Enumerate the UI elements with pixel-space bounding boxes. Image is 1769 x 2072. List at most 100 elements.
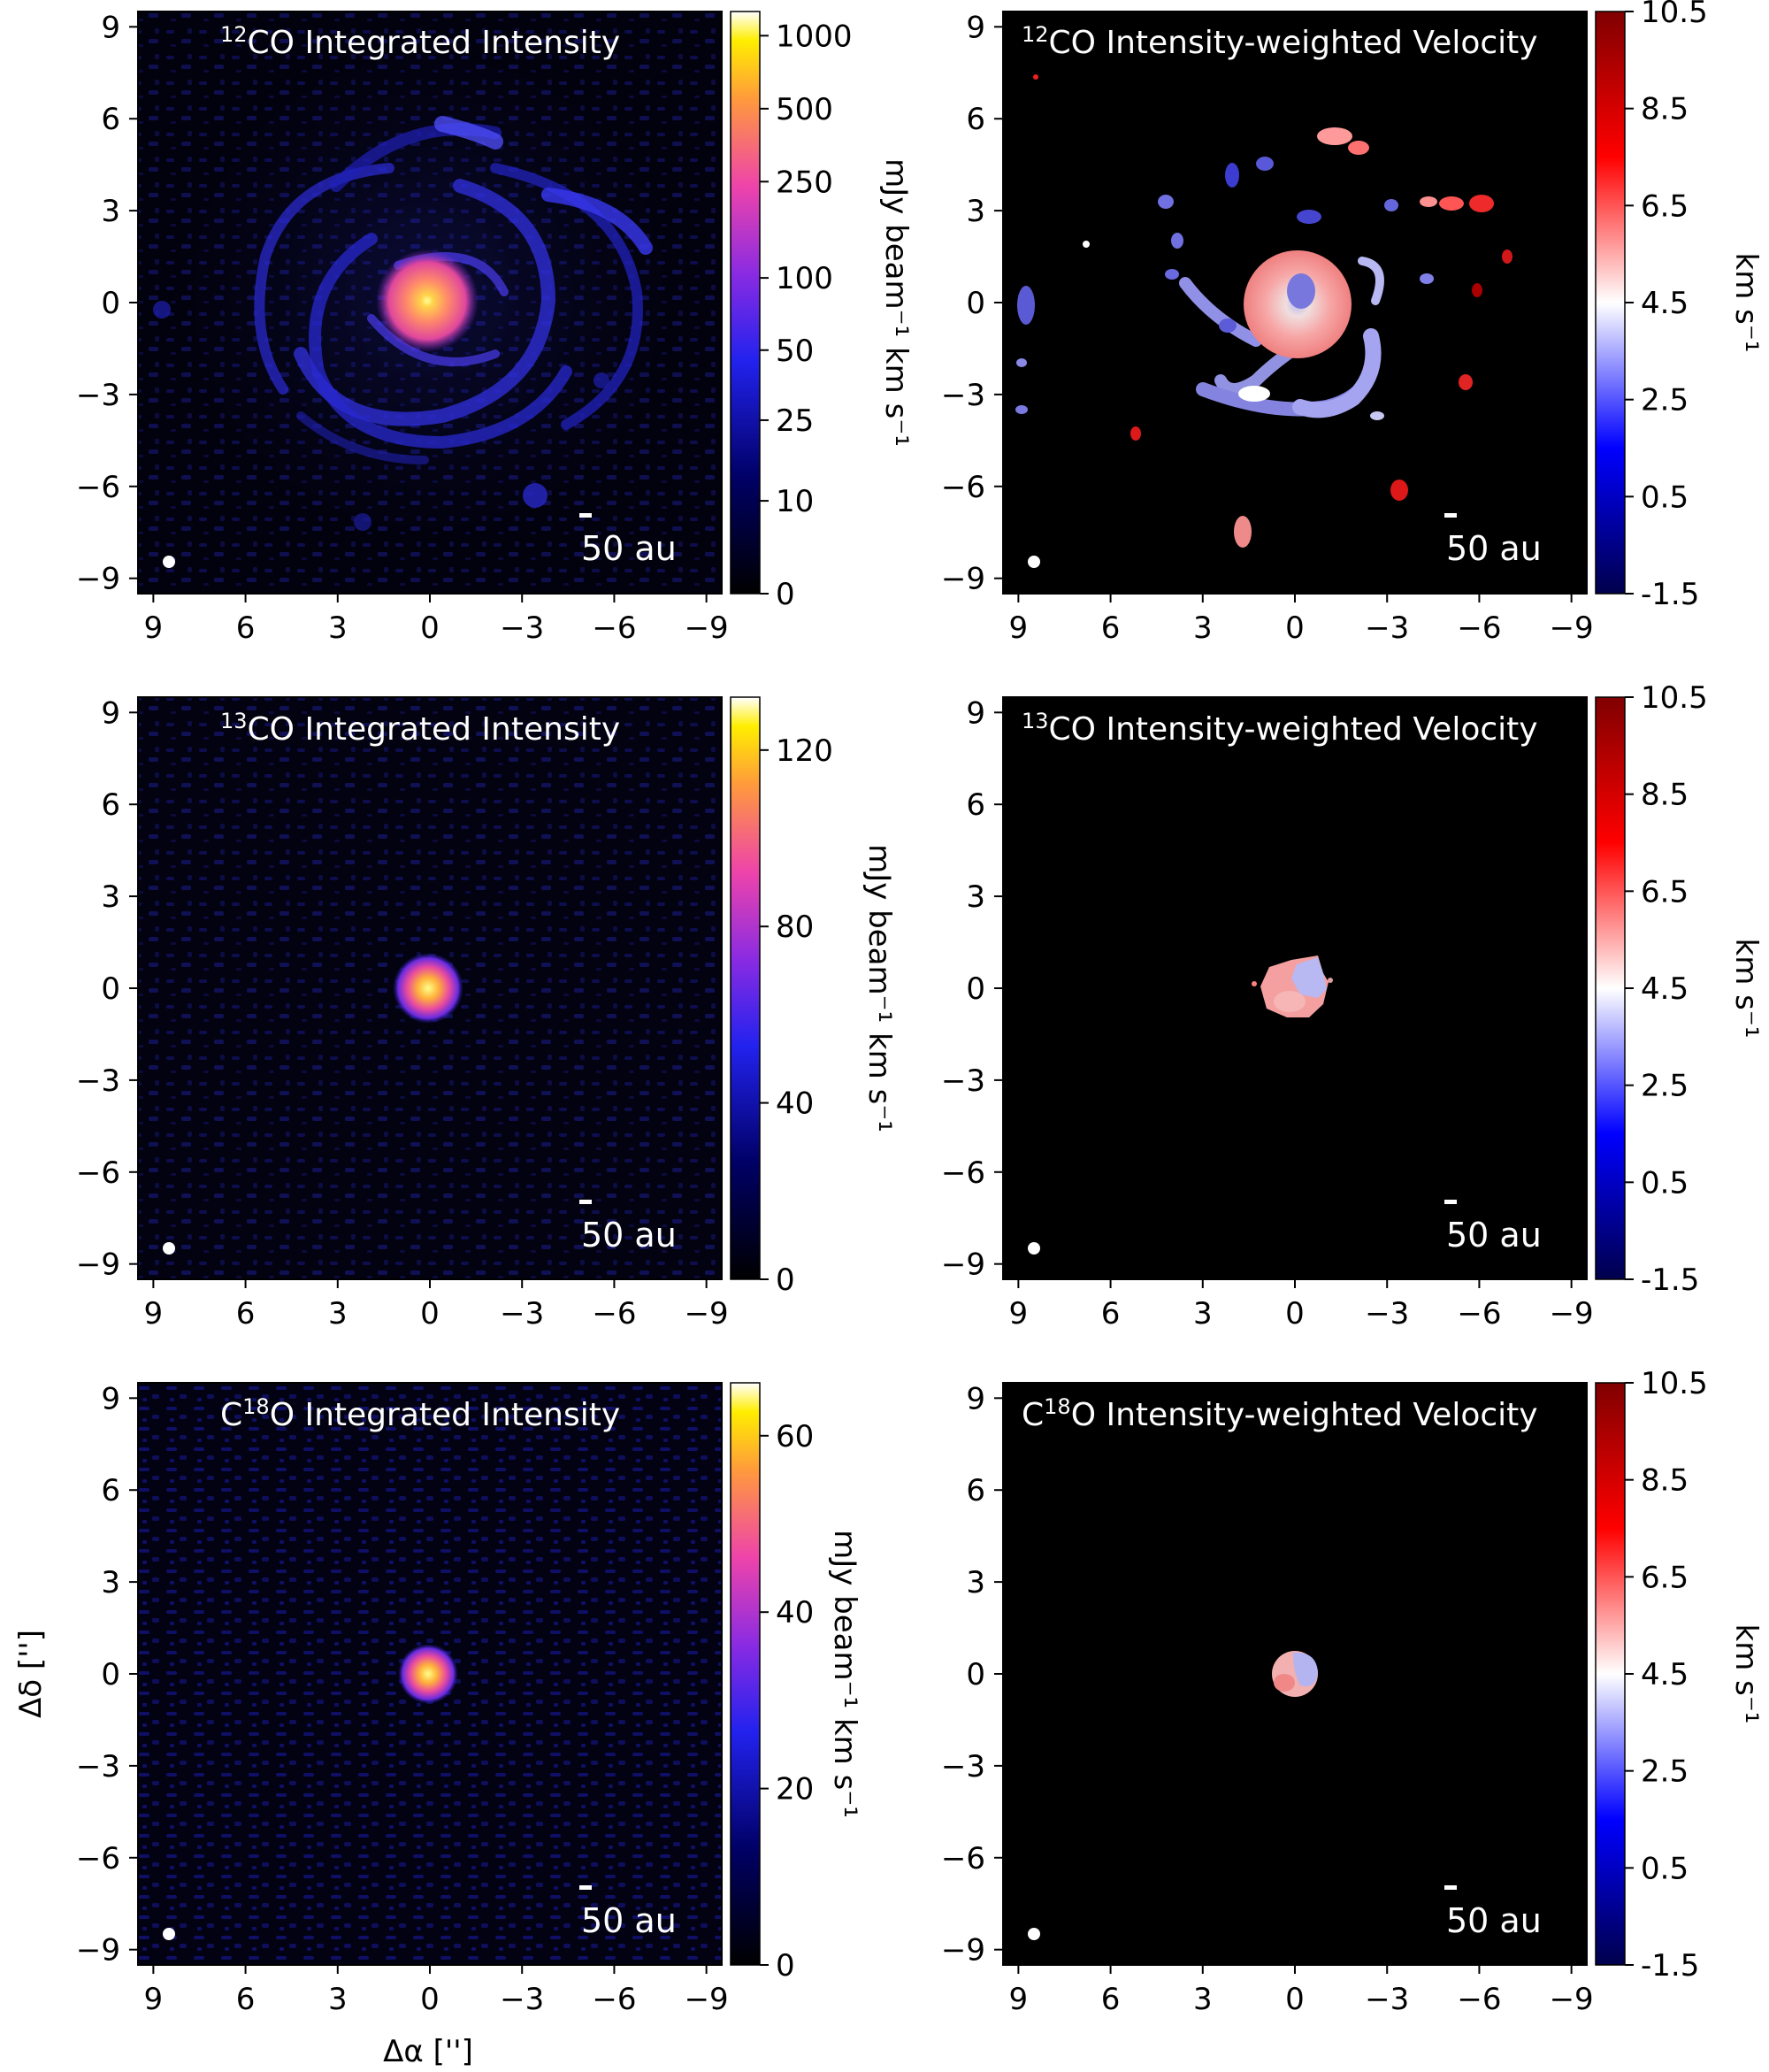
colorbar-tick-label: 10: [776, 484, 814, 519]
y-tick-label: 3: [101, 1565, 120, 1600]
x-tick-label: −6: [592, 1296, 636, 1331]
colorbar-tick-label: -1.5: [1641, 577, 1699, 612]
scale-bar: [579, 1200, 592, 1204]
x-tick-label: 3: [328, 610, 348, 646]
y-tick-label: 0: [101, 286, 120, 321]
colorbar-tick-label: 0: [776, 1262, 795, 1298]
x-axis-label: Δα ['']: [383, 2034, 473, 2069]
x-tick-label: −9: [685, 610, 729, 646]
colorbar-tick-label: 6.5: [1641, 188, 1689, 224]
colorbar-tick-label: 250: [776, 165, 833, 200]
velocity-map: [1272, 1651, 1318, 1697]
panel-title: 12CO Integrated Intensity: [220, 22, 620, 61]
x-tick-label: −9: [1550, 610, 1594, 646]
scale-bar: [579, 1885, 592, 1890]
x-tick-label: −6: [592, 610, 636, 646]
colorbar-tick-label: 2.5: [1641, 383, 1689, 418]
x-tick-label: −9: [1550, 1982, 1594, 2017]
beam-ellipse: [1028, 556, 1040, 568]
beam-ellipse: [163, 1242, 175, 1255]
y-tick-label: −9: [76, 1933, 120, 1968]
colorbar-tick-label: 40: [776, 1595, 814, 1631]
y-tick-label: −6: [76, 470, 120, 505]
panel-12co-velocity: 50 au 12CO Intensity-weighted Velocity 9…: [941, 0, 1764, 646]
colorbar-tick-label: -1.5: [1641, 1948, 1699, 1984]
colorbar-ticks: 10.5 8.5 6.5 4.5 2.5 0.5 -1.5: [1625, 680, 1708, 1298]
colorbar-tick-label: 0.5: [1641, 480, 1689, 515]
beam-ellipse: [1028, 1928, 1040, 1940]
colorbar-tick-label: 6.5: [1641, 1560, 1689, 1595]
x-tick-label: −3: [1365, 1296, 1409, 1331]
x-tick-label: 0: [1285, 1296, 1305, 1331]
colorbar-tick-label: 8.5: [1641, 1463, 1689, 1499]
colorbar-tick-label: -1.5: [1641, 1262, 1699, 1298]
colorbar-tick-label: 100: [776, 261, 833, 296]
x-tick-label: −9: [685, 1296, 729, 1331]
x-axis: 9 6 3 0 −3 −6 −9: [144, 1279, 729, 1331]
y-tick-label: 6: [966, 787, 985, 823]
colorbar-tick-label: 8.5: [1641, 92, 1689, 127]
x-tick-label: 3: [1193, 1982, 1213, 2017]
x-tick-label: −3: [500, 1296, 544, 1331]
scale-bar: [1444, 1885, 1457, 1890]
x-tick-label: −3: [1365, 610, 1409, 646]
y-tick-label: −9: [76, 1247, 120, 1283]
x-tick-label: 9: [144, 610, 164, 646]
x-tick-label: −6: [1457, 610, 1501, 646]
x-tick-label: −6: [1457, 1982, 1501, 2017]
colorbar-tick-label: 0: [776, 577, 795, 612]
x-axis: 9 6 3 0 −3 −6 −9: [1009, 1965, 1594, 2017]
x-axis: 9 6 3 0 −3 −6 −9: [144, 1965, 729, 2017]
velocity-source-blueshifted: [1291, 957, 1327, 998]
velocity-map: [1252, 955, 1333, 1017]
colorbar-ticks: 120 80 40 0: [760, 733, 833, 1298]
y-axis: 9 6 3 0 −3 −6 −9: [941, 10, 1003, 597]
panel-title: 12CO Intensity-weighted Velocity: [1022, 22, 1538, 61]
y-tick-label: 0: [966, 971, 985, 1007]
colorbar-tick-label: 8.5: [1641, 778, 1689, 813]
x-tick-label: 3: [328, 1982, 348, 2017]
scale-bar-label: 50 au: [581, 1216, 677, 1255]
spiral-arms: [1179, 257, 1384, 418]
y-tick-label: −3: [76, 1063, 120, 1099]
colorbar-tick-label: 4.5: [1641, 971, 1689, 1007]
x-tick-label: −9: [1550, 1296, 1594, 1331]
y-tick-label: −3: [76, 378, 120, 413]
colorbar-tick-label: 40: [776, 1086, 814, 1122]
colorbar-tick-label: 0.5: [1641, 1165, 1689, 1201]
panel-title: 13CO Integrated Intensity: [220, 709, 620, 748]
y-tick-label: −3: [76, 1749, 120, 1784]
y-tick-label: −6: [76, 1841, 120, 1876]
colorbar-tick-label: 2.5: [1641, 1754, 1689, 1790]
colorbar-tick-label: 10.5: [1641, 1366, 1708, 1401]
x-tick-label: −3: [500, 1982, 544, 2017]
colorbar-tick-label: 80: [776, 909, 814, 945]
y-tick-label: 6: [966, 1473, 985, 1508]
x-tick-label: 6: [236, 1982, 256, 2017]
emission-map: [138, 1383, 722, 1965]
spiral-arms: [254, 116, 653, 464]
colorbar-tick-label: 25: [776, 403, 814, 439]
emission-map: [138, 697, 722, 1279]
x-tick-label: −6: [592, 1982, 636, 2017]
y-tick-label: 9: [966, 695, 985, 731]
x-tick-label: −3: [500, 610, 544, 646]
x-axis: 9 6 3 0 −3 −6 −9: [144, 594, 729, 646]
y-axis-label: Δδ ['']: [13, 1630, 49, 1718]
y-tick-label: −3: [941, 1749, 985, 1784]
x-tick-label: 9: [144, 1296, 164, 1331]
y-axis: 9 6 3 0 −3 −6 −9: [76, 695, 138, 1283]
x-tick-label: 9: [144, 1982, 164, 2017]
colorbar: [1595, 1382, 1626, 1966]
y-tick-label: 3: [966, 1565, 985, 1600]
y-tick-label: 9: [101, 10, 120, 45]
x-tick-label: 6: [236, 1296, 256, 1331]
y-axis: 9 6 3 0 −3 −6 −9: [941, 695, 1003, 1283]
y-tick-label: 6: [101, 1473, 120, 1508]
colorbar-tick-label: 0: [776, 1948, 795, 1984]
colorbar-ticks: 10.5 8.5 6.5 4.5 2.5 0.5 -1.5: [1625, 0, 1708, 612]
colorbar-label: km s⁻¹: [1728, 1624, 1764, 1724]
colorbar-ticks: 60 40 20 0: [760, 1419, 814, 1984]
colorbar: [730, 696, 761, 1280]
